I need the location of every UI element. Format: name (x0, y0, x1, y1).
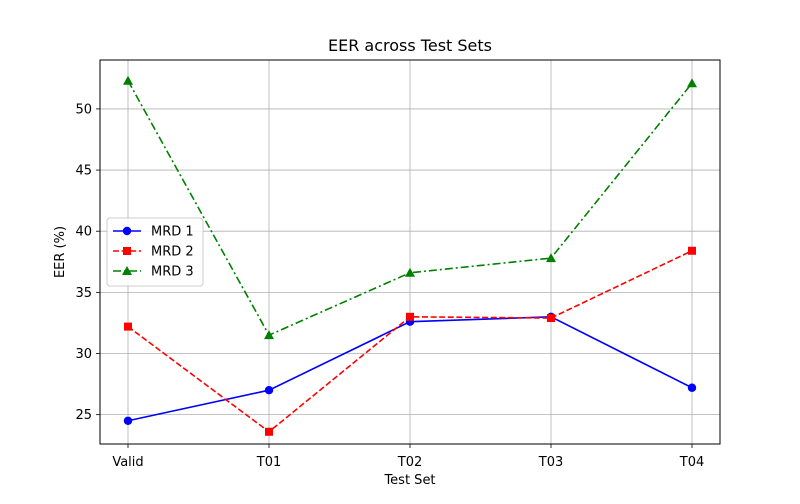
data-point (405, 267, 415, 277)
y-axis-label: EER (%) (53, 226, 68, 278)
legend-box (106, 217, 204, 287)
data-point (264, 385, 274, 395)
legend-item: MRD 3 (113, 265, 194, 280)
data-point (547, 314, 555, 323)
y-tick-label: 40 (75, 225, 92, 240)
x-axis-label: Test Set (383, 473, 435, 488)
data-point (688, 246, 696, 255)
data-point (264, 330, 274, 340)
data-point (265, 427, 273, 436)
x-tick-label: T01 (256, 455, 281, 470)
data-point (546, 253, 556, 263)
y-tick-label: 25 (75, 408, 92, 423)
data-point (406, 312, 414, 321)
chart-title: EER across Test Sets (328, 36, 492, 55)
legend: MRD 1 MRD 2 MRD 3 (106, 217, 204, 287)
data-point (123, 416, 133, 425)
data-point (687, 383, 697, 392)
x-tick-label: Valid (112, 455, 143, 470)
series-3 (123, 75, 697, 340)
legend-marker (123, 247, 131, 255)
legend-label: MRD 3 (151, 265, 194, 280)
legend-marker (122, 266, 132, 275)
y-tick-label: 50 (75, 102, 92, 117)
data-point (123, 75, 133, 85)
series-2 (124, 246, 696, 436)
x-tick-label: T04 (679, 455, 704, 470)
y-tick-label: 30 (75, 347, 92, 362)
y-tick-label: 35 (75, 286, 92, 301)
x-tick-label: T03 (538, 455, 563, 470)
series-group (123, 75, 697, 436)
legend-label: MRD 2 (151, 245, 194, 260)
data-point (124, 322, 132, 331)
legend-marker (122, 226, 132, 236)
legend-label: MRD 1 (151, 225, 194, 240)
y-tick-label: 45 (75, 164, 92, 179)
legend-item: MRD 2 (113, 245, 194, 260)
data-point (687, 78, 697, 88)
x-tick-label: T02 (397, 455, 422, 470)
axis-ticks: Valid T01 T02 T03 T04 25 30 35 40 45 50 (75, 102, 704, 470)
legend-item: MRD 1 (113, 225, 194, 240)
series-line (127, 80, 693, 337)
